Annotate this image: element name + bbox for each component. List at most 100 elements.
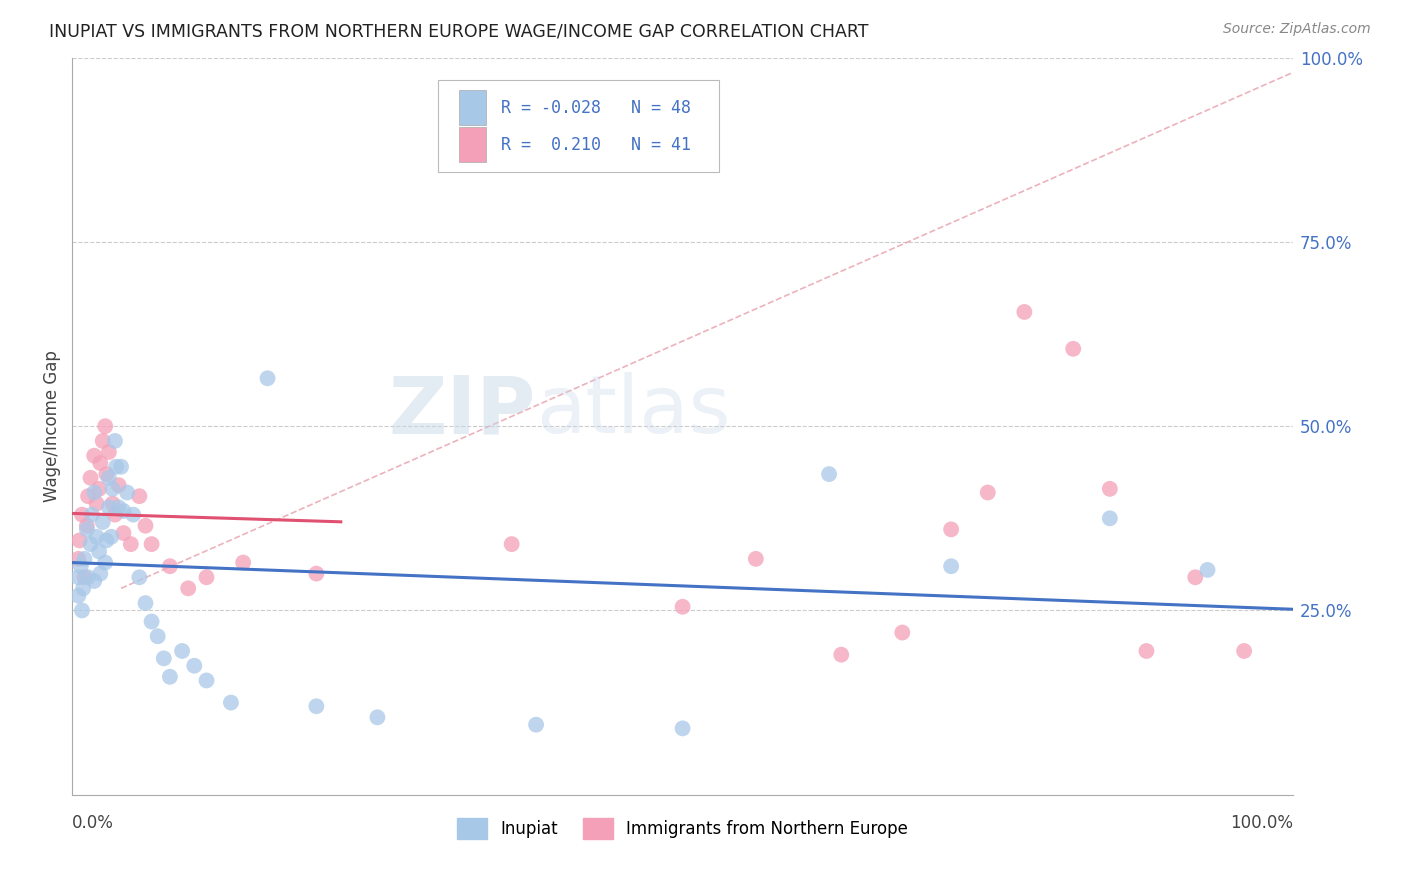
Point [830,648,852,662]
Point [1197,563,1219,577]
Point [177,582,200,596]
Point [96,467,118,482]
Point [112,504,135,518]
Point [73,570,96,584]
Point [128,570,150,584]
Point [818,467,841,482]
Point [89,456,111,470]
Point [70,508,93,522]
Point [96,533,118,548]
Point [141,615,163,629]
FancyBboxPatch shape [460,127,486,162]
Point [105,459,128,474]
Point [232,556,254,570]
FancyBboxPatch shape [460,90,486,126]
Y-axis label: Wage/Income Gap: Wage/Income Gap [44,351,60,502]
Point [159,559,181,574]
Point [183,658,205,673]
Point [524,717,547,731]
Point [97,471,120,485]
Point [939,559,962,574]
Point [1184,570,1206,584]
Point [83,485,105,500]
Point [134,518,156,533]
Point [112,526,135,541]
Text: atlas: atlas [536,373,731,450]
Point [89,566,111,581]
Point [73,552,96,566]
Text: 0.0%: 0.0% [72,814,114,832]
Point [195,673,218,688]
Point [104,508,127,522]
Point [91,434,114,448]
Point [69,559,91,574]
Point [1014,305,1036,319]
Point [159,670,181,684]
Point [97,445,120,459]
Point [671,722,693,736]
Point [67,552,90,566]
Point [1135,644,1157,658]
Point [110,459,132,474]
Point [134,596,156,610]
Point [79,537,101,551]
Legend: Inupiat, Immigrants from Northern Europe: Inupiat, Immigrants from Northern Europe [450,812,915,846]
Point [977,485,1000,500]
Point [1098,482,1121,496]
FancyBboxPatch shape [439,79,720,172]
Point [305,566,328,581]
Point [80,508,103,522]
Point [305,699,328,714]
Point [79,471,101,485]
Point [83,449,105,463]
Point [97,500,120,515]
Point [939,522,962,536]
Point [501,537,523,551]
Point [77,489,100,503]
Point [70,603,93,617]
Point [172,644,194,658]
Point [104,434,127,448]
Point [122,508,145,522]
Point [107,478,129,492]
Point [366,710,388,724]
Point [86,530,108,544]
Point [77,570,100,584]
Point [72,582,94,596]
Point [256,371,278,385]
Point [67,570,90,584]
Point [91,515,114,529]
Point [101,497,124,511]
Text: R = -0.028   N = 48: R = -0.028 N = 48 [501,99,690,117]
Point [745,552,768,566]
Point [69,533,91,548]
Point [120,537,142,551]
Point [76,522,98,536]
Point [152,651,174,665]
Point [76,518,98,533]
Point [1098,511,1121,525]
Point [1062,342,1084,356]
Point [1233,644,1256,658]
Point [128,489,150,503]
Point [83,574,105,588]
Point [67,589,90,603]
Point [100,530,122,544]
Point [891,625,914,640]
Text: Source: ZipAtlas.com: Source: ZipAtlas.com [1223,22,1371,37]
Point [101,482,124,496]
Point [219,696,242,710]
Text: INUPIAT VS IMMIGRANTS FROM NORTHERN EUROPE WAGE/INCOME GAP CORRELATION CHART: INUPIAT VS IMMIGRANTS FROM NORTHERN EURO… [49,22,869,40]
Point [141,537,163,551]
Point [115,485,138,500]
Point [146,629,169,643]
Text: R =  0.210   N = 41: R = 0.210 N = 41 [501,136,690,153]
Point [86,497,108,511]
Point [107,500,129,515]
Point [87,482,110,496]
Point [195,570,218,584]
Point [671,599,693,614]
Text: ZIP: ZIP [389,373,536,450]
Point [94,556,117,570]
Point [94,419,117,434]
